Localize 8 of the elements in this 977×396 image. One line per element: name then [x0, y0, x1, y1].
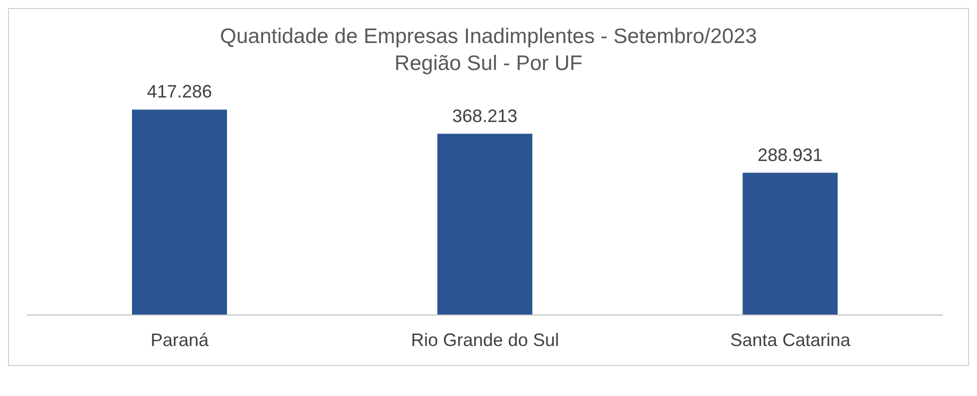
data-label: 288.931	[758, 144, 823, 165]
x-tick-label: Paraná	[150, 330, 210, 350]
chart-subtitle: Região Sul - Por UF	[394, 51, 584, 77]
x-tick-label: Rio Grande do Sul	[410, 330, 560, 350]
data-label: 368.213	[452, 106, 518, 126]
chart-title: Quantidade de Empresas Inadimplentes - Setembro/2023	[219, 24, 758, 50]
data-label: 417.286	[146, 82, 212, 102]
x-tick-label: Santa Catarina	[730, 330, 852, 350]
